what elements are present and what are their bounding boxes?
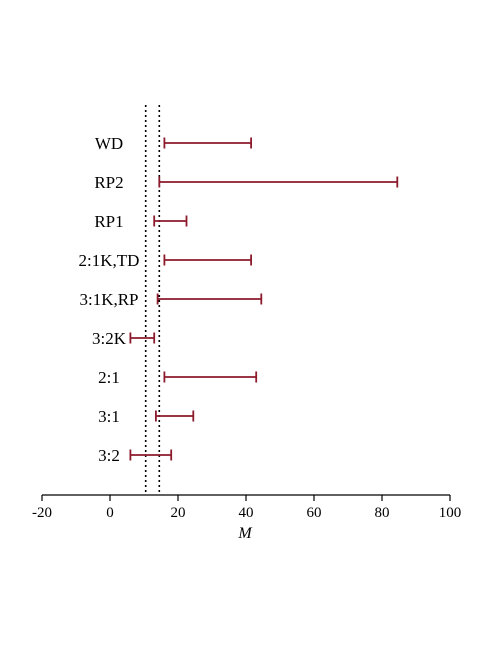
- error-bar: [129, 449, 173, 461]
- error-bar: [129, 332, 156, 344]
- category-label: 2:1K,TD: [79, 251, 140, 270]
- category-labels: WD RP2 RP1 2:1K,TD 3:1K,RP 3:2K 2:1 3:1 3:2: [79, 134, 140, 465]
- x-tick-label: 80: [375, 505, 390, 521]
- error-bar: [154, 410, 195, 422]
- category-label: 2:1: [98, 368, 120, 387]
- category-label: 3:1: [98, 407, 120, 426]
- error-bar: [153, 215, 188, 227]
- x-tick-label: -20: [32, 505, 52, 521]
- x-tick-label: 40: [239, 505, 254, 521]
- category-label: 3:1K,RP: [79, 290, 138, 309]
- x-tick-label: 100: [439, 505, 462, 521]
- x-tick-label: 20: [171, 505, 186, 521]
- category-label: 3:2: [98, 446, 120, 465]
- category-label: RP1: [94, 212, 123, 231]
- error-bar: [163, 137, 253, 149]
- x-axis-title: M: [237, 525, 253, 542]
- x-axis: -20 0 20 40 60 80 100: [32, 494, 462, 521]
- error-bar: [158, 176, 399, 188]
- error-bar: [163, 371, 258, 383]
- error-bar: [156, 293, 263, 305]
- reference-lines: [144, 105, 161, 495]
- category-label: WD: [95, 134, 123, 153]
- error-bar: [163, 254, 253, 266]
- x-tick-label: 0: [106, 505, 114, 521]
- error-bars: [129, 137, 399, 461]
- x-tick-label: 60: [307, 505, 322, 521]
- category-label: 3:2K: [92, 329, 127, 348]
- category-label: RP2: [94, 173, 123, 192]
